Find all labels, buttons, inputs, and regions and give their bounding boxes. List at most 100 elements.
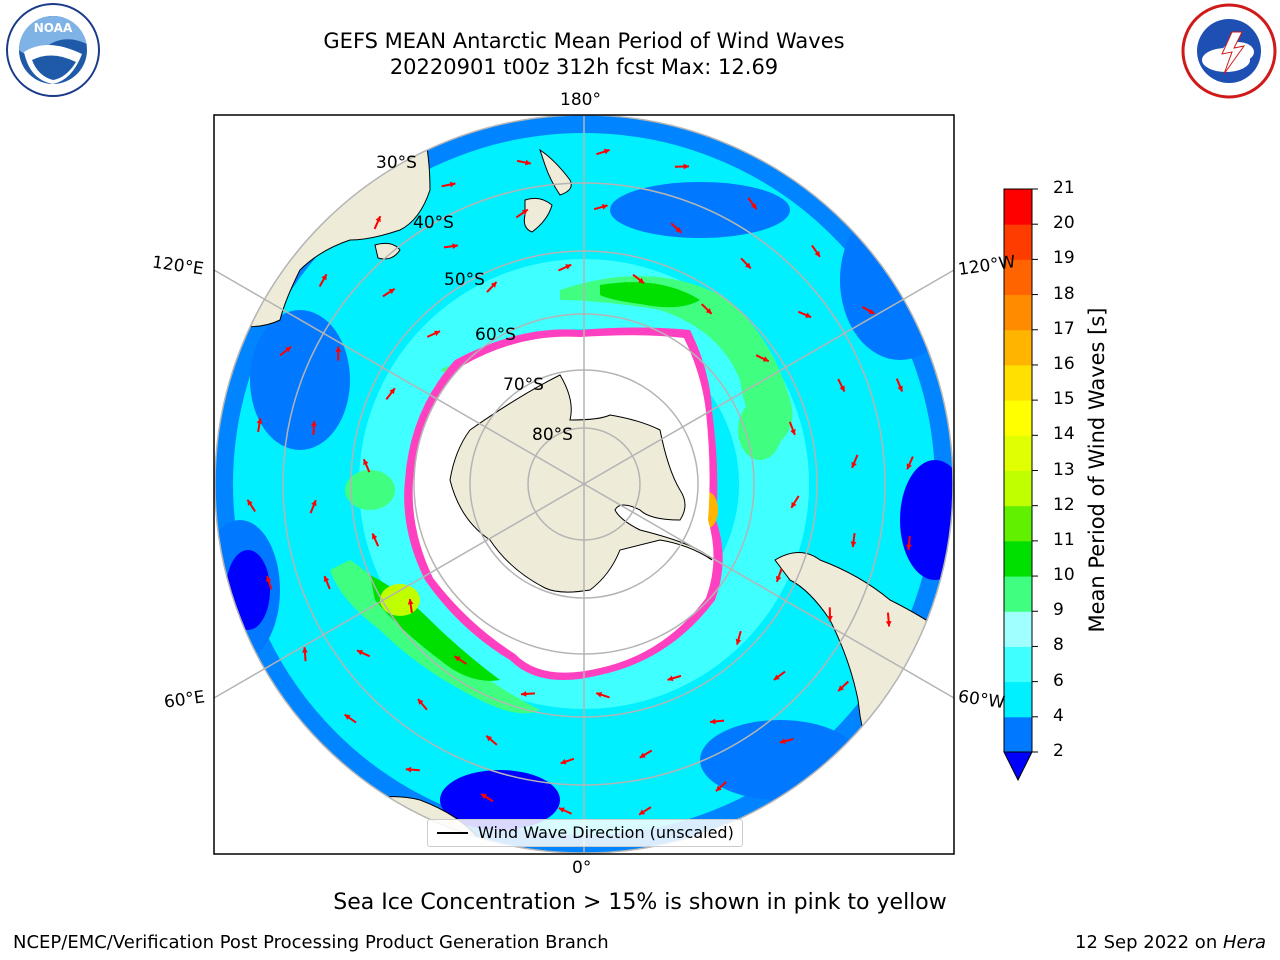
blue-patch-north xyxy=(610,182,790,238)
wind-arrow-head xyxy=(285,346,291,353)
wind-arrow-head xyxy=(321,274,327,281)
colorbar-tick-label: 4 xyxy=(1053,705,1064,726)
wind-arrow-head xyxy=(885,620,892,627)
wind-arrow-head xyxy=(868,308,875,314)
wind-arrow-head xyxy=(715,785,722,792)
wind-arrow-head xyxy=(389,388,395,395)
map-legend: Wind Wave Direction (unscaled) xyxy=(427,819,743,847)
new-zealand-south xyxy=(523,197,553,233)
wind-arrow-head xyxy=(638,277,645,284)
colorbar-segment xyxy=(1004,189,1032,225)
wind-arrow-head xyxy=(302,647,308,653)
colorbar-tick-label: 2 xyxy=(1053,741,1064,761)
wind-arrow-head xyxy=(434,330,441,336)
wind-arrow-head xyxy=(850,541,857,548)
colorbar-tick-label: 18 xyxy=(1053,283,1075,304)
colorbar-segment xyxy=(1004,681,1032,718)
chart-subtitle: 20220901 t00z 312h fcst Max: 12.69 xyxy=(389,55,779,79)
colorbar-segment xyxy=(1004,611,1032,647)
wind-arrow-head xyxy=(375,216,381,223)
wind-arrow-head xyxy=(311,420,317,427)
colorbar-segment xyxy=(1004,470,1032,507)
wind-arrow-head xyxy=(897,385,903,392)
colorbar-tick-label: 9 xyxy=(1053,600,1064,621)
colorbar-tick-label: 17 xyxy=(1053,318,1075,339)
nws-logo xyxy=(1181,3,1277,99)
wind-arrow-head xyxy=(335,346,342,352)
wind-arrow-head xyxy=(357,650,363,656)
wind-arrow-head xyxy=(779,738,786,744)
colorbar xyxy=(1003,188,1038,782)
colorbar-tick-label: 20 xyxy=(1053,213,1075,234)
wind-arrow-head xyxy=(601,204,608,210)
colorbar-tick-label: 15 xyxy=(1053,389,1075,410)
colorbar-tick-label: 16 xyxy=(1053,353,1075,374)
wind-arrow-head xyxy=(454,656,461,662)
wind-arrow-head xyxy=(791,501,797,508)
antarctica-continent xyxy=(449,374,713,593)
wind-arrow-head xyxy=(256,418,263,424)
blue-patch-west-upper xyxy=(250,310,350,450)
green-band-north xyxy=(560,276,793,450)
wind-arrow-head xyxy=(486,735,493,742)
lat-label-80s: 80°S xyxy=(532,425,573,445)
chart-title: GEFS MEAN Antarctic Mean Period of Wind … xyxy=(323,29,845,53)
wind-arrow-head xyxy=(762,356,769,362)
wind-arrow-head xyxy=(405,766,412,773)
wind-arrow-head xyxy=(520,691,527,697)
wind-arrow-head xyxy=(371,533,378,540)
wind-arrow-head xyxy=(775,575,782,582)
graticule xyxy=(214,115,954,854)
lon-label-180: 180° xyxy=(560,90,601,110)
noaa-logo: NOAA xyxy=(6,3,100,97)
wind-arrow-head xyxy=(705,308,712,314)
wind-arrow-head xyxy=(265,575,272,582)
wind-arrow-head xyxy=(750,203,757,210)
wind-arrow-head xyxy=(603,148,610,155)
wind-arrow-head xyxy=(344,714,351,720)
wind-arrow-head xyxy=(388,288,395,295)
wind-arrow-head xyxy=(790,428,796,435)
wind-arrow-head xyxy=(452,243,458,250)
wind-direction-arrows xyxy=(246,148,914,816)
colorbar-tick-label: 8 xyxy=(1053,635,1064,656)
colorbar-segment xyxy=(1004,540,1032,577)
lat-label-30s: 30°S xyxy=(376,153,417,173)
colorbar-tick-label: 13 xyxy=(1053,459,1075,480)
colorbar-segment xyxy=(1004,259,1032,296)
wind-arrow-head xyxy=(667,675,674,682)
colorbar-tick-label: 21 xyxy=(1053,178,1075,198)
colorbar-tick-label: 6 xyxy=(1053,670,1064,691)
colorbar-segment xyxy=(1004,505,1032,542)
wind-arrow-head xyxy=(675,227,682,233)
colorbar-segment xyxy=(1004,716,1032,753)
colorbar-title: Mean Period of Wind Waves [s] xyxy=(1085,307,1109,633)
footer-credit: NCEP/EMC/Verification Post Processing Pr… xyxy=(13,932,609,953)
colorbar-segment xyxy=(1004,646,1032,683)
tasmania xyxy=(374,242,401,260)
wind-arrow-head xyxy=(639,809,646,815)
colorbar-tick-label: 11 xyxy=(1053,529,1075,550)
lat-label-50s: 50°S xyxy=(444,270,485,290)
wind-arrow-head xyxy=(683,163,689,170)
colorbar-segment xyxy=(1004,364,1032,401)
wind-arrow-head xyxy=(521,209,528,215)
wind-arrow-head xyxy=(560,758,567,765)
wind-arrow-head xyxy=(323,576,330,582)
wind-arrow-head xyxy=(805,312,812,318)
green-patch-west xyxy=(345,470,395,510)
legend-label: Wind Wave Direction (unscaled) xyxy=(478,823,734,842)
colorbar-underflow-triangle xyxy=(1003,751,1033,782)
lat-label-70s: 70°S xyxy=(503,375,544,395)
wind-arrow-head xyxy=(639,752,646,758)
wind-arrow-head xyxy=(838,685,844,692)
colorbar-tick-label: 19 xyxy=(1053,248,1075,269)
wind-arrow-head xyxy=(851,461,857,468)
footer-date: 12 Sep 2022 on Hera xyxy=(1075,932,1266,953)
footer-machine: Hera xyxy=(1222,932,1266,953)
colorbar-tick-label: 12 xyxy=(1053,494,1075,515)
wind-arrow-head xyxy=(407,598,414,605)
wind-arrow-head xyxy=(814,250,820,257)
wind-arrow-head xyxy=(311,500,317,507)
